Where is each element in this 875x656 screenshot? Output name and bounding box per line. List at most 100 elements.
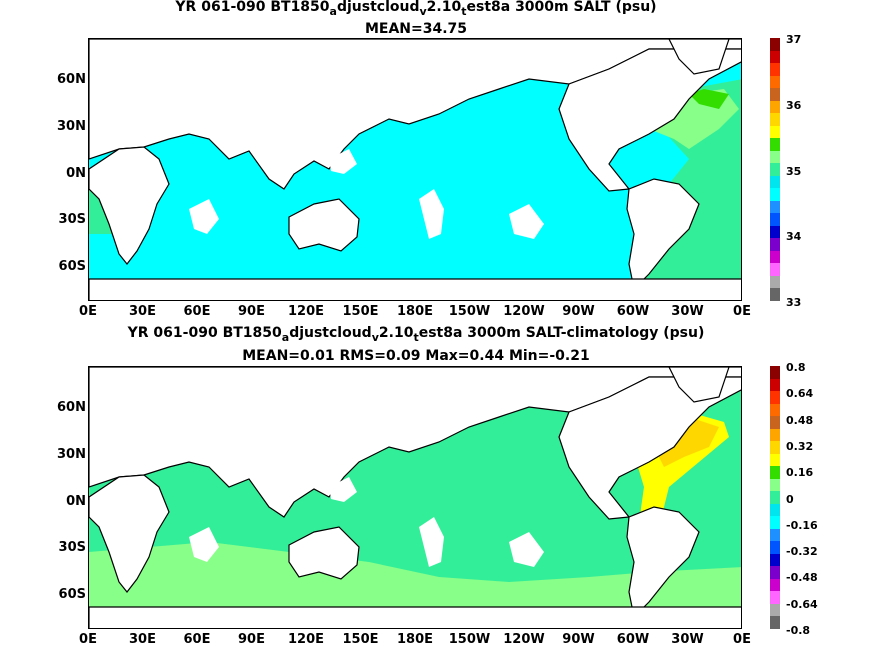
x-tick-label: 180E bbox=[396, 304, 434, 319]
colorbar-label: 36 bbox=[786, 98, 802, 112]
x-tick-label: 0E bbox=[733, 304, 751, 319]
x-tick-label: 120W bbox=[503, 304, 545, 319]
colorbar-swatch bbox=[770, 88, 780, 101]
shallow-ridge-1 bbox=[509, 532, 544, 567]
colorbar-swatch bbox=[770, 38, 780, 51]
colorbar-label: -0.32 bbox=[786, 545, 818, 559]
colorbar-swatch bbox=[770, 225, 780, 239]
colorbar-swatch bbox=[770, 366, 780, 379]
southern-ocean-field bbox=[89, 234, 634, 279]
colorbar-label: 0.32 bbox=[786, 439, 814, 453]
colorbar-swatch bbox=[770, 50, 780, 64]
colorbar-swatch bbox=[770, 250, 780, 264]
colorbar-label: 33 bbox=[786, 296, 802, 309]
y-tick-label: 30S bbox=[58, 212, 86, 227]
colorbar-label: -0.64 bbox=[786, 597, 818, 611]
x-tick-label: 0E bbox=[79, 304, 97, 319]
colorbar-swatch bbox=[770, 503, 780, 517]
y-tick-label: 60N bbox=[57, 72, 86, 87]
colorbar-swatch bbox=[770, 238, 780, 251]
africa-land bbox=[89, 146, 170, 265]
colorbar-label: 0 bbox=[786, 492, 794, 506]
x-tick-label: 150W bbox=[448, 304, 491, 319]
colorbar-swatch bbox=[770, 163, 780, 176]
colorbar-label: 35 bbox=[786, 164, 802, 178]
x-tick-label: 150E bbox=[342, 304, 379, 319]
x-tick-label: 120E bbox=[287, 632, 325, 647]
colorbar-swatch bbox=[770, 100, 780, 114]
colorbar-swatch bbox=[770, 491, 780, 504]
x-tick-label: 60W bbox=[616, 304, 650, 319]
y-tick-label: 30N bbox=[57, 447, 86, 462]
south-america-land bbox=[626, 506, 700, 619]
colorbar-swatch bbox=[770, 516, 780, 529]
colorbar-label: 0.64 bbox=[786, 387, 814, 401]
panel2-title: YR 061-090 BT1850adjustcloudv2.10test8a … bbox=[127, 325, 705, 344]
colorbar-swatch bbox=[770, 478, 780, 492]
x-tick-label: 90W bbox=[562, 632, 595, 647]
x-tick-label: 150E bbox=[342, 632, 379, 647]
panel2-map bbox=[88, 366, 742, 629]
panel2-colorbar bbox=[770, 366, 780, 629]
colorbar-swatch bbox=[770, 553, 780, 567]
colorbar-swatch bbox=[770, 63, 780, 76]
colorbar-swatch bbox=[770, 188, 780, 201]
colorbar-swatch bbox=[770, 263, 780, 276]
shallow-ridge-2 bbox=[189, 199, 219, 234]
labrador-sea-field bbox=[689, 89, 729, 109]
colorbar-swatch bbox=[770, 125, 780, 139]
colorbar-label: -0.16 bbox=[786, 518, 818, 532]
y-tick-label: 60N bbox=[57, 400, 86, 415]
colorbar-swatch bbox=[770, 200, 780, 214]
south-america-land bbox=[626, 178, 700, 291]
x-tick-label: 180E bbox=[396, 632, 434, 647]
antarctica-land bbox=[89, 606, 741, 628]
y-tick-label: 30S bbox=[58, 540, 86, 555]
africa-land bbox=[89, 474, 170, 593]
colorbar-label: 37 bbox=[786, 33, 802, 46]
panel1-map-svg bbox=[89, 39, 741, 300]
colorbar-swatch bbox=[770, 391, 780, 404]
greenland-land bbox=[668, 367, 730, 403]
colorbar-swatch bbox=[770, 75, 780, 89]
colorbar-swatch bbox=[770, 441, 780, 454]
colorbar-swatch bbox=[770, 528, 780, 542]
colorbar-swatch bbox=[770, 416, 780, 429]
colorbar-label: -0.48 bbox=[786, 571, 818, 585]
colorbar-swatch bbox=[770, 566, 780, 579]
colorbar-label: -0.8 bbox=[786, 624, 811, 637]
x-tick-label: 0E bbox=[79, 632, 97, 647]
colorbar-swatch bbox=[770, 175, 780, 189]
southern-ocean-anomaly-field bbox=[89, 542, 741, 607]
panel1-mean: MEAN=34.75 bbox=[364, 21, 468, 37]
x-tick-label: 60E bbox=[183, 304, 211, 319]
x-tick-label: 120W bbox=[503, 632, 545, 647]
colorbar-swatch bbox=[770, 453, 780, 467]
x-tick-label: 90W bbox=[562, 304, 595, 319]
colorbar-swatch bbox=[770, 428, 780, 442]
x-tick-label: 150W bbox=[448, 632, 491, 647]
colorbar-swatch bbox=[770, 578, 780, 592]
colorbar-swatch bbox=[770, 113, 780, 126]
colorbar-label: 0.48 bbox=[786, 413, 814, 427]
colorbar-label: 0.16 bbox=[786, 466, 814, 480]
y-tick-label: 0N bbox=[66, 494, 86, 509]
colorbar-swatch bbox=[770, 288, 780, 301]
y-tick-label: 30N bbox=[57, 119, 86, 134]
colorbar-label: 0.8 bbox=[786, 361, 806, 374]
colorbar-swatch bbox=[770, 403, 780, 417]
colorbar-label: 34 bbox=[786, 230, 802, 244]
colorbar-swatch bbox=[770, 213, 780, 226]
antarctica-land bbox=[89, 278, 741, 300]
shallow-ridge-0 bbox=[419, 517, 444, 567]
colorbar-swatch bbox=[770, 603, 780, 617]
australia-land bbox=[288, 526, 360, 580]
x-tick-label: 30E bbox=[129, 304, 156, 319]
x-tick-label: 30W bbox=[671, 632, 704, 647]
y-tick-label: 60S bbox=[58, 259, 86, 274]
x-tick-label: 90E bbox=[238, 632, 265, 647]
greenland-land bbox=[668, 39, 730, 75]
panel1-title: YR 061-090 BT1850adjustcloudv2.10test8a … bbox=[175, 0, 657, 18]
x-tick-label: 60W bbox=[616, 632, 650, 647]
y-tick-label: 60S bbox=[58, 587, 86, 602]
